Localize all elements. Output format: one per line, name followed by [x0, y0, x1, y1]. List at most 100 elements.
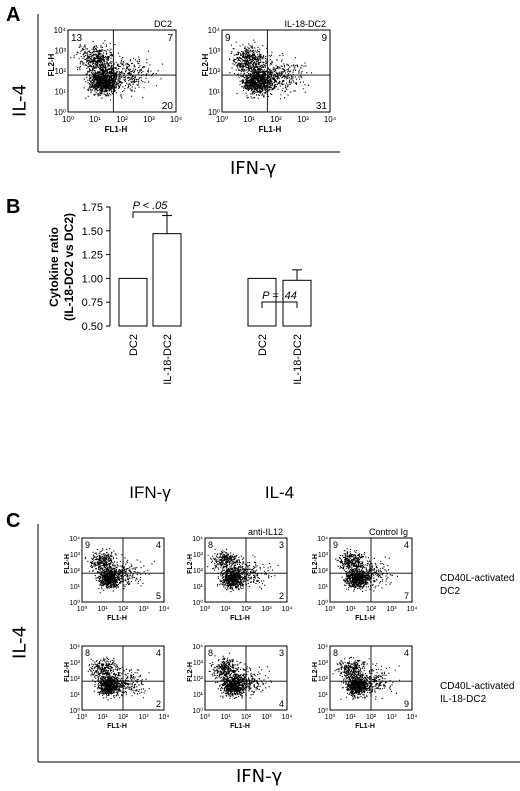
plot-title: DC2 — [154, 19, 172, 29]
x-tick-label: 10² — [241, 714, 252, 721]
quadrant-ul-value: 9 — [225, 33, 231, 44]
y-tick-label: 10² — [193, 676, 204, 683]
fl2-axis-label: FL2-H — [47, 53, 56, 76]
x-tick-label: 10² — [366, 714, 377, 721]
y-tick-label: 10⁴ — [192, 536, 203, 543]
x-tick-label: 10⁰ — [325, 605, 336, 613]
x-tick-label: 10⁰ — [77, 713, 88, 721]
quadrant-ur-value: 9 — [321, 33, 327, 44]
plot-title: Control Ig — [369, 527, 408, 537]
quadrant-ul-value: 9 — [333, 540, 338, 550]
y-tick-label: 10³ — [193, 660, 204, 667]
x-tick-label: 10⁰ — [200, 605, 211, 613]
quadrant-lr-value: 20 — [162, 101, 174, 112]
row-label-dc2: CD40L-activated DC2 — [440, 573, 515, 597]
fl1-axis-label: FL1-H — [107, 615, 127, 622]
x-tick-label: 10¹ — [220, 714, 231, 721]
x-tick-label: 10² — [270, 115, 282, 124]
fl1-axis-label: FL1-H — [355, 615, 375, 622]
x-tick-label: 10⁴ — [170, 115, 183, 124]
fl2-axis-label: FL2-H — [312, 554, 319, 574]
x-tick-label: 10⁴ — [324, 115, 337, 124]
fl1-axis-label: FL1-H — [105, 125, 128, 134]
y-tick-label: 10⁰ — [317, 599, 328, 607]
y-tick-label: 10¹ — [54, 88, 66, 97]
x-tick-label: 10⁴ — [407, 714, 418, 721]
fl1-axis-label: FL1-H — [107, 723, 127, 730]
flow-events — [84, 548, 155, 594]
x-tick-label: 10⁴ — [282, 714, 293, 721]
x-tick-label: 10¹ — [97, 714, 108, 721]
y-tick-label: 10⁰ — [69, 707, 80, 715]
fl2-axis-label: FL2-H — [64, 662, 71, 682]
x-tick-label: 10³ — [261, 606, 272, 613]
y-tick-label: 10² — [70, 568, 81, 575]
fl2-axis-label: FL2-H — [187, 554, 194, 574]
panel-c-letter: C — [6, 510, 21, 532]
quadrant-ur-value: 3 — [279, 648, 284, 658]
flow-events — [207, 548, 279, 593]
y-tick-label: 0.50 — [82, 321, 103, 333]
x-tick-label: 10⁰ — [200, 713, 211, 721]
x-tick-label: 10⁰ — [325, 713, 336, 721]
y-tick-label: 0.75 — [82, 297, 103, 309]
quadrant-lr-value: 7 — [404, 591, 409, 601]
significance-bracket — [261, 301, 298, 308]
y-tick-label: 1.00 — [82, 273, 103, 285]
fl2-axis-label: FL2-H — [187, 662, 194, 682]
quadrant-ur-value: 4 — [404, 648, 409, 658]
flow-events — [332, 656, 401, 700]
quadrant-ur-value: 7 — [167, 33, 173, 44]
category-label: IL-18-DC2 — [292, 334, 304, 385]
y-tick-label: 10³ — [193, 552, 204, 559]
y-tick-label: 1.50 — [82, 226, 103, 238]
panel-a-xlabel: IFN-γ — [230, 158, 277, 179]
significance-bracket — [132, 211, 168, 218]
x-tick-label: 10² — [118, 714, 129, 721]
fl1-axis-label: FL1-H — [355, 723, 375, 730]
quadrant-lr-value: 9 — [404, 699, 409, 709]
y-tick-label: 10¹ — [318, 584, 329, 591]
quadrant-lr-value: 31 — [316, 101, 328, 112]
fl2-axis-label: FL2-H — [312, 662, 319, 682]
p-value-label: P = .44 — [262, 290, 297, 302]
quadrant-lr-value: 2 — [279, 591, 284, 601]
y-tick-label: 10⁰ — [317, 707, 328, 715]
y-tick-label: 10² — [193, 568, 204, 575]
panel-a-frame — [37, 14, 340, 153]
y-tick-label: 10² — [70, 676, 81, 683]
x-tick-label: 10² — [116, 115, 128, 124]
y-tick-label: 10⁰ — [69, 599, 80, 607]
y-tick-label: 10⁴ — [69, 536, 80, 543]
y-tick-label: 10¹ — [318, 692, 329, 699]
p-value-label: P < .05 — [133, 200, 169, 212]
x-tick-label: 10⁰ — [62, 115, 74, 124]
quadrant-lr-value: 4 — [279, 699, 284, 709]
y-tick-label: 10³ — [70, 660, 81, 667]
x-tick-label: 10² — [118, 606, 129, 613]
quadrant-lr-value: 5 — [156, 591, 161, 601]
y-tick-label: 10³ — [318, 552, 329, 559]
x-tick-label: 10⁰ — [77, 605, 88, 613]
fl1-axis-label: FL1-H — [259, 125, 282, 134]
y-tick-label: 10⁴ — [54, 26, 67, 35]
flow-events — [208, 652, 273, 699]
panel-a-letter: A — [6, 4, 21, 26]
x-tick-label: 10³ — [138, 714, 149, 721]
y-tick-label: 10¹ — [193, 584, 204, 591]
x-tick-label: 10¹ — [97, 606, 108, 613]
quadrant-ul-value: 8 — [85, 648, 90, 658]
x-tick-label: 10³ — [138, 606, 149, 613]
category-label: IL-18-DC2 — [162, 334, 174, 385]
panel-b-bar-chart: 0.50 0.75 1.00 1.25 1.50 1.75 DC2 IL-18-DC2 DC2 I… — [82, 200, 312, 502]
x-tick-label: 10⁰ — [216, 115, 228, 124]
x-tick-label: 10¹ — [243, 115, 255, 124]
fl2-axis-label: FL2-H — [201, 53, 210, 76]
y-tick-label: 10³ — [70, 552, 81, 559]
